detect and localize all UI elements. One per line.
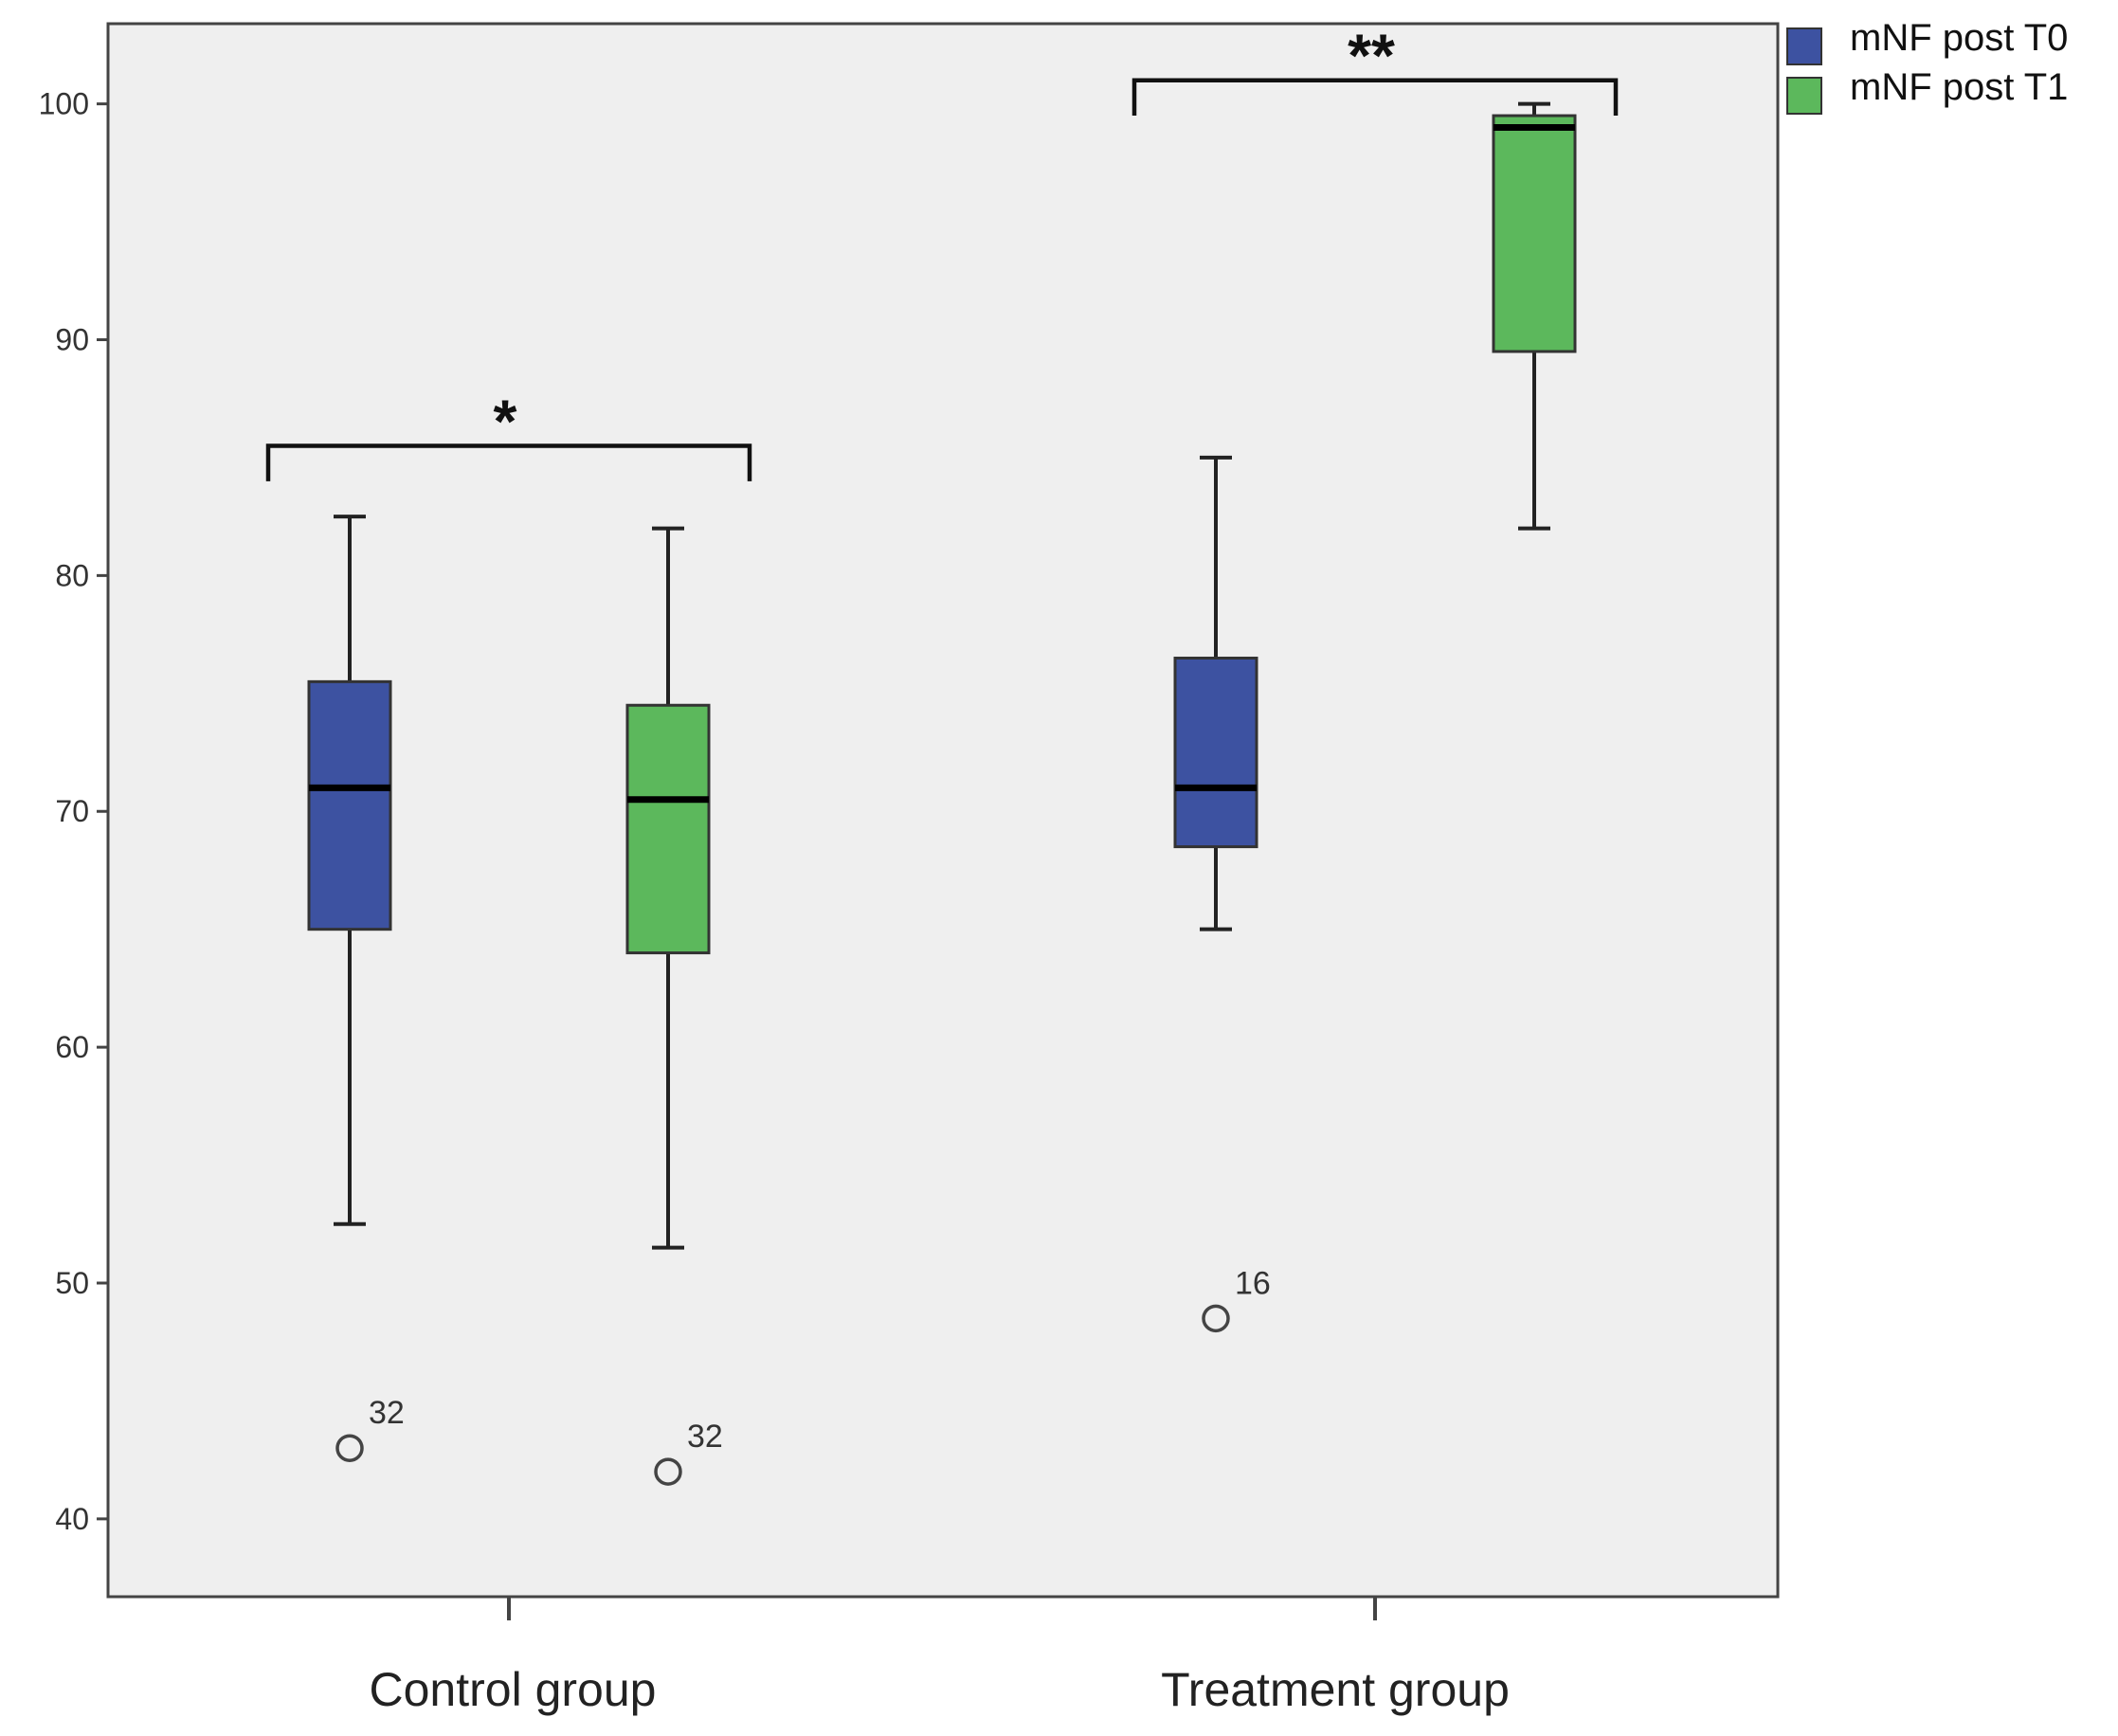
significance-bracket — [1131, 78, 1619, 117]
outlier-label: 16 — [1235, 1265, 1271, 1301]
y-tick-label: 40 — [55, 1502, 89, 1536]
box-mnf-post-t0-control-group: 32 — [307, 515, 405, 1462]
y-tick-label: 50 — [55, 1266, 89, 1300]
legend-label: mNF post T0 — [1850, 17, 2068, 59]
box-mnf-post-t1-treatment-group — [1492, 101, 1577, 531]
iqr-box — [1492, 114, 1577, 353]
legend: mNF post T0 mNF post T1 — [1786, 17, 2068, 115]
significance-label: * — [494, 387, 517, 455]
x-category-label: Control group — [370, 1663, 657, 1716]
significance-bracket — [265, 443, 752, 481]
legend-label: mNF post T1 — [1850, 66, 2068, 108]
y-tick-label: 80 — [55, 558, 89, 592]
y-axis: 40 50 60 70 80 90 100 — [39, 87, 108, 1536]
x-axis: Control group Treatment group — [370, 1597, 1510, 1716]
iqr-box — [307, 679, 392, 931]
significance-brackets: *** — [265, 22, 1619, 481]
outlier-point — [335, 1434, 364, 1462]
outlier-point — [1202, 1304, 1230, 1333]
significance-label: ** — [1348, 22, 1395, 90]
y-tick-label: 60 — [55, 1030, 89, 1064]
boxes: 32 16 32 — [307, 101, 1577, 1486]
box-mnf-post-t1-control-group: 32 — [625, 526, 723, 1486]
y-tick-label: 100 — [39, 87, 89, 121]
legend-swatch — [1786, 77, 1822, 115]
outlier-label: 32 — [687, 1419, 723, 1455]
iqr-box — [625, 703, 711, 955]
outlier-label: 32 — [369, 1395, 405, 1431]
box-mnf-post-t0-treatment-group: 16 — [1173, 455, 1271, 1333]
y-tick-label: 90 — [55, 322, 89, 356]
legend-swatch — [1786, 27, 1822, 65]
iqr-box — [1173, 656, 1258, 849]
x-category-label: Treatment group — [1161, 1663, 1510, 1716]
outlier-point — [654, 1457, 682, 1486]
y-tick-label: 70 — [55, 794, 89, 828]
